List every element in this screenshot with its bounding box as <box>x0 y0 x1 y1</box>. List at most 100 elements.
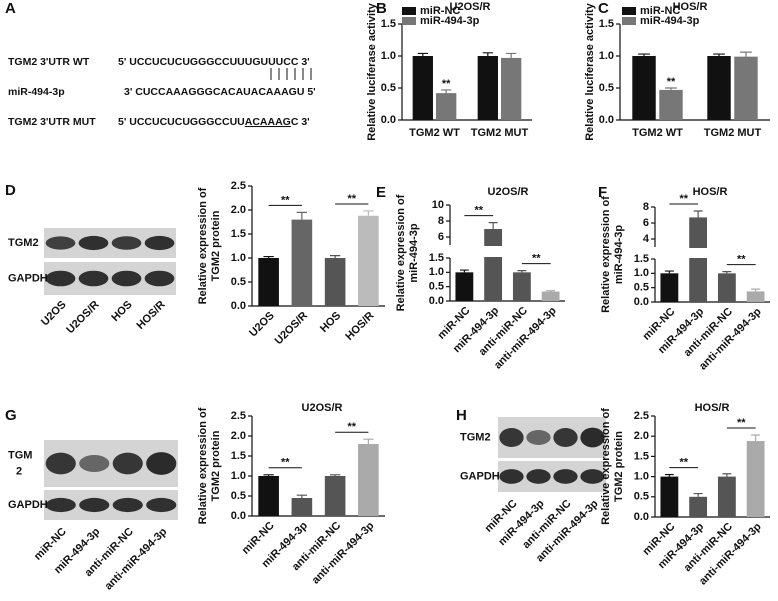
error-bar <box>722 271 732 274</box>
y-tick-label: 0.0 <box>634 511 649 523</box>
blot-band <box>111 236 142 250</box>
error-bar <box>517 270 527 273</box>
blot-row-label: TGM2 <box>8 237 39 249</box>
error-bar <box>329 255 341 258</box>
legend-label: miR-NC <box>640 5 680 17</box>
bar <box>512 272 531 301</box>
y-tick-label: 1.5 <box>634 253 649 265</box>
error-bar <box>751 288 761 292</box>
y-tick-label: 0.5 <box>634 491 649 503</box>
y-tick-label: 0.5 <box>231 276 246 288</box>
blot-band <box>553 428 578 447</box>
bar <box>689 217 708 302</box>
bar <box>455 272 474 301</box>
error-bar <box>546 290 556 292</box>
bar <box>258 476 279 516</box>
lane-label: HOS/R <box>135 299 168 332</box>
y-tick-label: 1.5 <box>599 18 614 30</box>
significance: ** <box>737 417 746 429</box>
sequence: 5' UCCUCUCUGGGCCUUACAAAGC 3' <box>118 116 310 128</box>
significance: ** <box>347 193 356 205</box>
error-bar <box>329 474 341 476</box>
sequence-label: miR-494-3p <box>8 86 65 98</box>
bar <box>660 476 679 517</box>
y-tick-label: 0.5 <box>231 490 246 502</box>
blot-band <box>499 428 524 447</box>
y-tick-label: 0.5 <box>634 282 649 294</box>
chart-title: HOS/R <box>693 186 728 198</box>
error-bar <box>693 210 703 218</box>
y-axis-label: TGM2 protein <box>613 431 625 502</box>
panel-label: D <box>5 182 16 199</box>
significance: ** <box>281 457 290 469</box>
significance: ** <box>667 76 676 88</box>
blot-band <box>580 469 605 484</box>
sequence-part: ACAAAG <box>245 116 291 128</box>
y-tick-label: 0.0 <box>381 114 396 126</box>
error-bar <box>441 89 452 94</box>
bar <box>291 219 313 306</box>
error-bar <box>296 211 308 220</box>
significance: ** <box>737 254 746 266</box>
legend-label: miR-494-3p <box>640 15 700 27</box>
legend-swatch <box>402 17 416 25</box>
bar <box>660 273 679 302</box>
bar <box>484 229 503 301</box>
blot-band <box>111 270 142 287</box>
blot-row-label: GAPDH <box>460 470 500 482</box>
pairing-lines <box>270 68 312 80</box>
error-bar <box>263 255 274 258</box>
y-tick-label: 2.0 <box>634 430 649 442</box>
bar <box>477 56 498 120</box>
lane-label: U2OS <box>39 299 69 329</box>
y-axis-label: TGM2 protein <box>210 210 222 281</box>
bar <box>258 258 279 306</box>
blot-row-label: GAPDH <box>8 272 48 284</box>
blot-row-label: GAPDH <box>8 499 48 511</box>
y-axis-label: Relative luciferase activity <box>584 2 596 140</box>
blot-band <box>526 469 551 484</box>
x-tick-label: TGM2 WT <box>632 127 683 139</box>
bar <box>632 56 656 120</box>
y-tick-label: 2.5 <box>231 410 246 422</box>
error-bar <box>665 87 677 90</box>
error-bar <box>722 473 732 477</box>
y-tick-label: 1.0 <box>231 252 246 264</box>
y-tick-label: 2.5 <box>231 180 246 192</box>
y-axis-label: Relative expression of <box>600 408 612 525</box>
legend-label: miR-NC <box>420 5 460 17</box>
blot-band <box>78 270 109 287</box>
y-tick-label: 1.0 <box>231 470 246 482</box>
chart-title: U2OS/R <box>488 186 529 198</box>
blot-band <box>146 452 177 475</box>
sequence-part: 5' UCCUCUCUGGGCCUU <box>118 116 245 128</box>
y-tick-label: 6 <box>438 231 444 243</box>
chart-title: U2OS/R <box>302 402 343 414</box>
significance: ** <box>679 456 688 468</box>
y-tick-label: 2.0 <box>231 430 246 442</box>
error-bar <box>664 270 674 274</box>
bar <box>358 444 379 516</box>
y-tick-label: 0.0 <box>599 114 614 126</box>
significance: ** <box>679 193 688 205</box>
blot-band <box>45 236 76 250</box>
sequence-label: TGM2 3'UTR WT <box>8 56 90 68</box>
y-tick-label: 8 <box>643 201 649 213</box>
blot-band <box>79 454 110 473</box>
x-tick-label: anti-miR-494-3p <box>310 520 377 587</box>
y-tick-label: 1.0 <box>599 50 614 62</box>
y-axis-label: Relative expression of <box>600 196 612 313</box>
sequence: 5' UCCUCUCUGGGCCUUUGUUUCC 3' <box>118 56 310 68</box>
error-bar <box>506 52 517 58</box>
blot-row-label: TGM2 <box>460 431 491 443</box>
significance: ** <box>474 205 483 217</box>
panel-label: C <box>598 0 609 17</box>
blot-band <box>112 452 143 475</box>
legend-swatch <box>622 17 636 25</box>
y-tick-label: 8 <box>438 215 444 227</box>
bar <box>541 291 560 301</box>
sequence-label: TGM2 3'UTR MUT <box>8 116 96 128</box>
axis-break <box>656 248 771 258</box>
bar <box>358 215 379 306</box>
chart-title: U2OS/R <box>450 1 491 13</box>
